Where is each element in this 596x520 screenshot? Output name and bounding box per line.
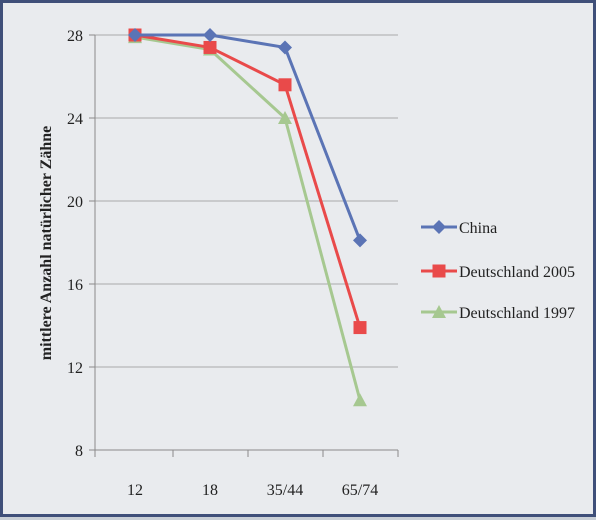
y-tick-label: 28 — [67, 28, 83, 45]
data-point — [278, 40, 292, 55]
line-chart: 8 12 16 20 24 28 12 18 35/44 65/74 China Deutschl… — [38, 28, 575, 499]
legend-item: Deutschland 2005 — [421, 264, 575, 281]
x-tick-label: 12 — [127, 482, 143, 499]
data-point — [353, 393, 367, 407]
legend-marker — [432, 220, 446, 234]
legend-label: China — [459, 220, 497, 237]
x-tick-label: 35/44 — [267, 482, 303, 499]
series-deutschland-1997 — [128, 30, 367, 407]
y-tick-label: 12 — [67, 360, 83, 377]
x-tick-label: 65/74 — [342, 482, 378, 499]
legend: China Deutschland 2005 Deutschland 1997 — [421, 220, 575, 322]
legend-marker — [432, 264, 446, 278]
series-line — [135, 33, 362, 241]
y-tick-label: 16 — [67, 277, 83, 294]
legend-label: Deutschland 2005 — [459, 264, 575, 281]
series-line — [134, 33, 362, 329]
legend-item: China — [421, 220, 497, 237]
data-point — [203, 40, 217, 54]
legend-item: Deutschland 1997 — [421, 305, 575, 322]
series-group — [128, 28, 367, 407]
data-point — [128, 28, 142, 42]
data-point — [353, 233, 367, 248]
x-axis-ticks: 12 18 35/44 65/74 — [94, 450, 399, 499]
y-axis-label: mittlere Anzahl natürlicher Zähne — [38, 126, 55, 361]
data-point — [353, 321, 367, 335]
legend-marker — [432, 305, 446, 318]
x-tick-label: 18 — [202, 482, 218, 499]
legend-label: Deutschland 1997 — [459, 305, 575, 322]
data-point — [203, 28, 217, 42]
y-tick-label: 8 — [75, 443, 83, 460]
axes — [94, 35, 398, 451]
y-tick-label: 20 — [67, 194, 83, 211]
data-point — [278, 111, 292, 124]
y-tick-label: 24 — [67, 111, 83, 128]
y-axis-ticks: 8 12 16 20 24 28 — [67, 28, 95, 460]
series-china — [128, 28, 367, 248]
series-line — [134, 35, 362, 401]
data-point — [278, 78, 292, 92]
